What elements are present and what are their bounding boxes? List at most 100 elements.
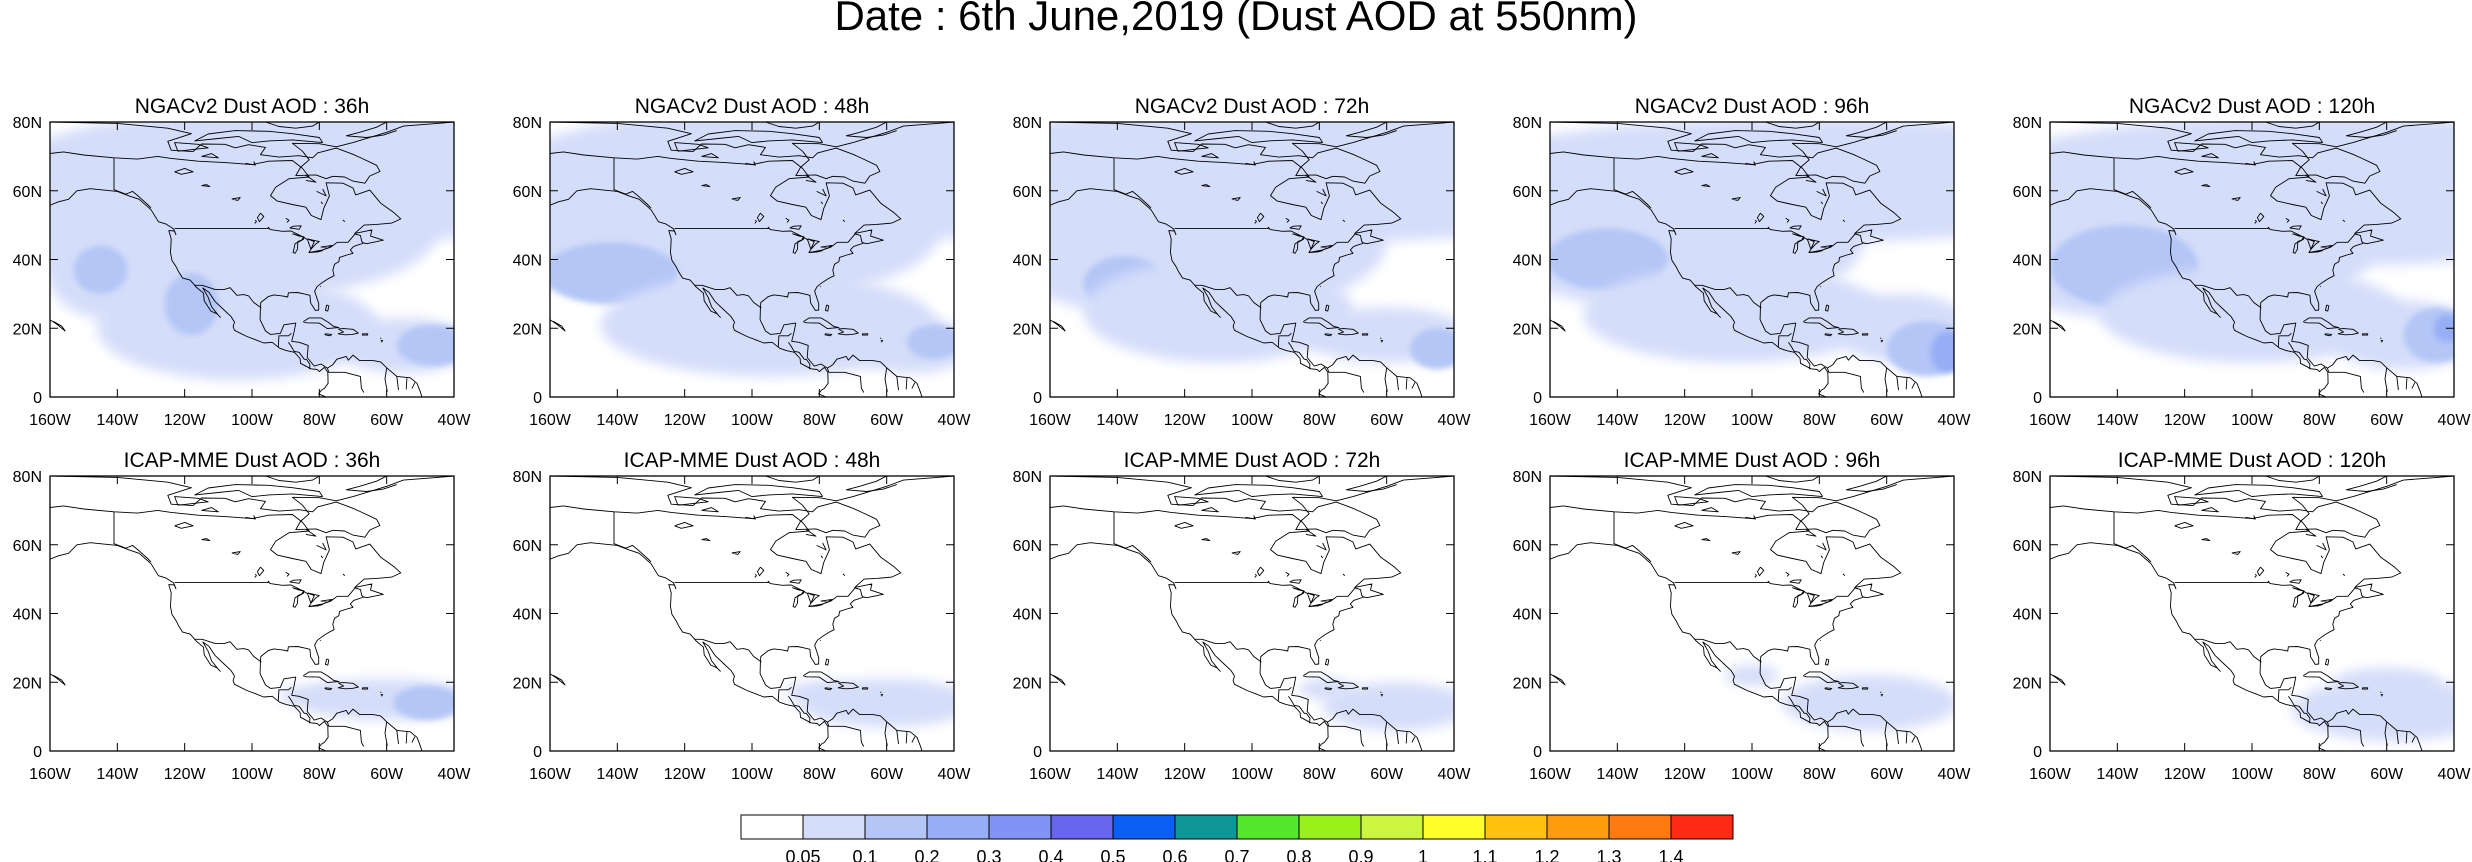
coastline — [1380, 339, 1384, 343]
coastline — [326, 721, 365, 747]
colorbar-swatch — [1360, 814, 1424, 840]
y-tick-label: 80N — [513, 469, 542, 486]
dust-aod-field — [1050, 122, 1454, 370]
y-tick-label: 60N — [1513, 538, 1542, 555]
x-tick-label: 160W — [1029, 412, 1072, 429]
x-tick-label: 40W — [938, 412, 972, 429]
coastline — [1820, 555, 1824, 559]
y-tick-label: 80N — [1013, 115, 1042, 132]
coastline — [2384, 721, 2388, 746]
x-tick-label: 120W — [1664, 766, 1707, 783]
coastline — [2194, 484, 2324, 498]
colorbar-label: 0.7 — [1224, 847, 1249, 862]
coastline — [1265, 122, 1320, 129]
coastline — [1674, 142, 1709, 152]
coastline — [826, 367, 865, 393]
map-panel-ngacv2-36h: NGACv2 Dust AOD : 36h 160W 140W 120W 100W 80W… — [13, 95, 472, 429]
coastline — [1337, 682, 1359, 690]
coastline — [201, 153, 219, 159]
x-tick-label: 60W — [370, 766, 404, 783]
coastline — [1845, 122, 1897, 138]
coastline — [824, 687, 833, 691]
coastline — [288, 342, 311, 370]
coastline — [411, 382, 416, 389]
y-tick-label: 40N — [1013, 607, 1042, 624]
coastline — [1245, 515, 1256, 520]
panel-title: NGACv2 Dust AOD : 72h — [1135, 95, 1370, 118]
coastline — [316, 188, 327, 197]
coastline — [288, 696, 311, 724]
coastline — [816, 188, 827, 197]
coastline — [550, 151, 923, 397]
coastline — [194, 484, 324, 498]
y-tick-label: 0 — [533, 390, 542, 407]
coastline — [1802, 317, 1840, 330]
coastline — [1245, 161, 1256, 166]
y-tick-label: 0 — [2033, 744, 2042, 761]
coastline — [289, 225, 302, 230]
aod-region — [1930, 331, 1954, 373]
coastline — [305, 528, 317, 537]
coastline — [1789, 579, 1802, 584]
coastline — [807, 592, 820, 604]
coastline — [1305, 528, 1317, 537]
y-tick-label: 0 — [2033, 390, 2042, 407]
coastline — [905, 732, 908, 744]
coastline — [384, 367, 388, 392]
coastline — [2174, 142, 2209, 152]
coastline — [2380, 691, 2382, 693]
y-tick-label: 80N — [1513, 115, 1542, 132]
colorbar-label: 1 — [1418, 847, 1428, 862]
coastline — [1201, 538, 1211, 542]
coastline — [1826, 367, 1865, 393]
x-tick-label: 40W — [438, 412, 472, 429]
coastline — [1789, 225, 1802, 230]
x-tick-label: 80W — [2303, 766, 2337, 783]
coastline — [1905, 378, 1908, 390]
coastline — [1201, 507, 1219, 513]
coastline — [1285, 217, 1290, 223]
coastline — [1905, 732, 1908, 744]
x-tick-label: 140W — [1096, 766, 1139, 783]
dust-aod-field — [550, 122, 954, 377]
x-tick-label: 100W — [231, 412, 274, 429]
coastline — [2302, 671, 2340, 684]
colorbar-label: 0.2 — [914, 847, 939, 862]
coastline — [1201, 153, 1219, 159]
colorbar-swatch — [1298, 814, 1362, 840]
x-tick-label: 100W — [1731, 766, 1774, 783]
coastline — [1302, 317, 1340, 330]
panel-title: NGACv2 Dust AOD : 36h — [135, 95, 370, 118]
coastline — [1824, 304, 1830, 312]
coastline — [1231, 197, 1241, 201]
coastline — [1050, 505, 1423, 751]
coastline — [1807, 238, 1820, 250]
x-tick-label: 60W — [870, 412, 904, 429]
coastline — [731, 197, 741, 201]
coastline — [754, 573, 757, 578]
aod-region — [2292, 678, 2454, 741]
coastline — [2194, 638, 2262, 663]
aod-region — [2332, 668, 2441, 696]
coastline — [880, 691, 882, 693]
y-tick-label: 80N — [513, 115, 542, 132]
coastline — [765, 122, 820, 129]
coastline — [1731, 551, 1741, 555]
coastline — [2113, 511, 2152, 563]
coastline — [174, 167, 194, 175]
coastline — [256, 212, 265, 223]
coastline — [2396, 376, 2399, 391]
coastline — [2174, 496, 2209, 506]
coastline — [2302, 317, 2340, 330]
coastline — [1342, 573, 1346, 577]
coastline — [2245, 161, 2256, 166]
x-tick-label: 120W — [664, 412, 707, 429]
coastline — [1861, 687, 1869, 690]
coastline — [1820, 244, 1833, 249]
coastline — [254, 573, 257, 578]
coastline — [1701, 184, 1711, 188]
x-tick-label: 80W — [1303, 766, 1337, 783]
coastline — [231, 551, 241, 555]
y-tick-label: 40N — [13, 253, 42, 270]
